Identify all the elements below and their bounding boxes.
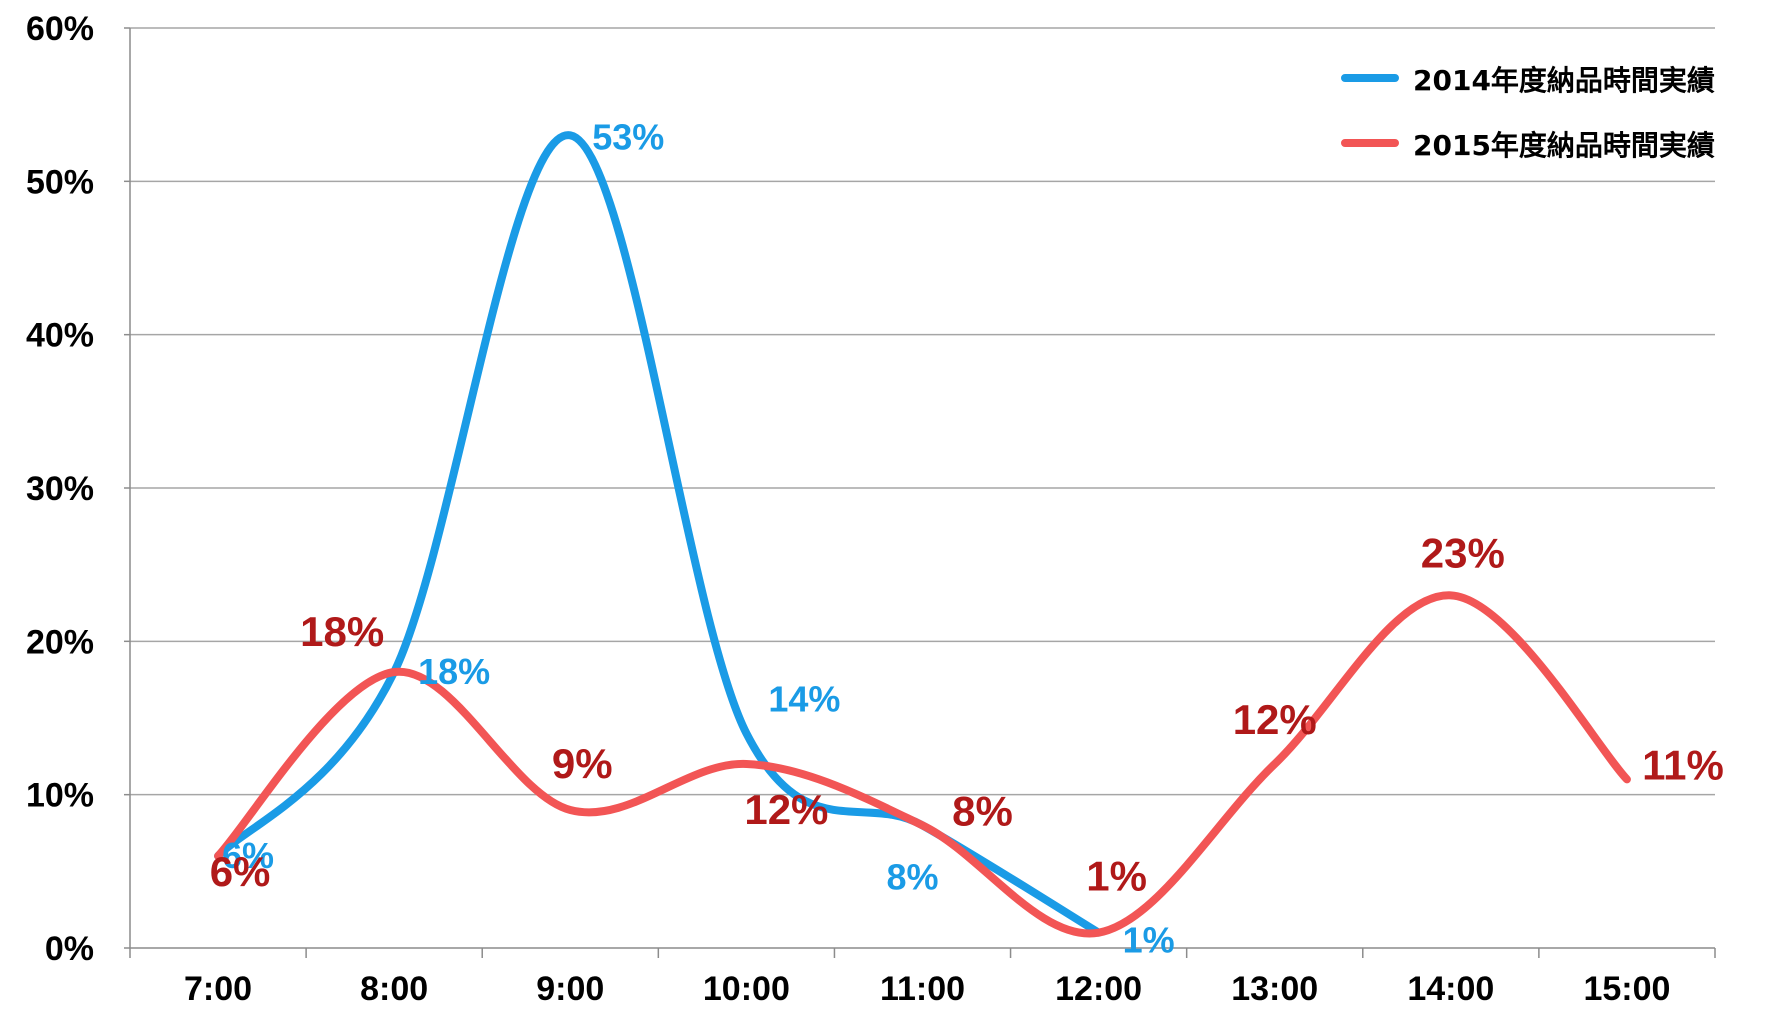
y-tick-label: 40% bbox=[26, 317, 94, 355]
series-lines bbox=[214, 131, 1631, 938]
x-tick-label: 14:00 bbox=[1407, 970, 1494, 1008]
series-2014-data-label: 1% bbox=[1123, 920, 1175, 961]
series-2015-data-label: 1% bbox=[1086, 853, 1147, 900]
series-2014-data-label: 18% bbox=[418, 651, 490, 692]
series-2015-line bbox=[214, 591, 1631, 938]
series-2015-data-label: 12% bbox=[744, 786, 828, 833]
series-2014-data-label: 14% bbox=[768, 678, 840, 719]
legend-label-2014: 2014年度納品時間実績 bbox=[1413, 64, 1715, 97]
series-2015-data-label: 12% bbox=[1233, 696, 1317, 743]
x-tick-label: 12:00 bbox=[1055, 970, 1142, 1008]
x-tick-label: 11:00 bbox=[880, 970, 965, 1008]
data-labels: 6% 18% 53% 14% 8% 1% 6% 18% 9% 12% 8% 1% 12% 23% 11% bbox=[210, 116, 1724, 960]
x-tick-label: 10:00 bbox=[703, 970, 790, 1008]
gridlines bbox=[130, 27, 1715, 796]
x-tick-label: 8:00 bbox=[360, 970, 428, 1008]
legend-label-2015: 2015年度納品時間実績 bbox=[1413, 129, 1715, 162]
series-2015-data-label: 9% bbox=[552, 740, 613, 787]
series-2015-data-label: 11% bbox=[1642, 741, 1724, 788]
series-2015-data-label: 8% bbox=[952, 787, 1013, 834]
y-tick-label: 10% bbox=[26, 777, 94, 815]
x-tick-label: 7:00 bbox=[184, 970, 252, 1008]
y-tick-label: 0% bbox=[45, 930, 94, 968]
y-tick-label: 30% bbox=[26, 470, 94, 508]
series-2014-data-label: 8% bbox=[886, 856, 938, 897]
series-2015-data-label: 18% bbox=[300, 608, 384, 655]
axes: 0% 10% 20% 30% 40% 50% 60% 7:00 8:00 9:00 10:00 11:… bbox=[26, 10, 1716, 1008]
series-2015-data-label: 23% bbox=[1421, 529, 1505, 576]
series-2014-data-label: 6% bbox=[222, 835, 274, 876]
x-tick-label: 9:00 bbox=[536, 970, 604, 1008]
x-tick-label: 13:00 bbox=[1231, 970, 1318, 1008]
y-tick-label: 60% bbox=[26, 10, 94, 48]
y-tick-label: 20% bbox=[26, 623, 94, 661]
legend: 2014年度納品時間実績 2015年度納品時間実績 bbox=[1341, 64, 1715, 162]
series-2015-data-label: 6% bbox=[210, 848, 271, 895]
series-2014-data-label: 53% bbox=[592, 116, 664, 157]
x-tick-label: 15:00 bbox=[1583, 970, 1670, 1008]
y-tick-label: 50% bbox=[26, 163, 94, 201]
